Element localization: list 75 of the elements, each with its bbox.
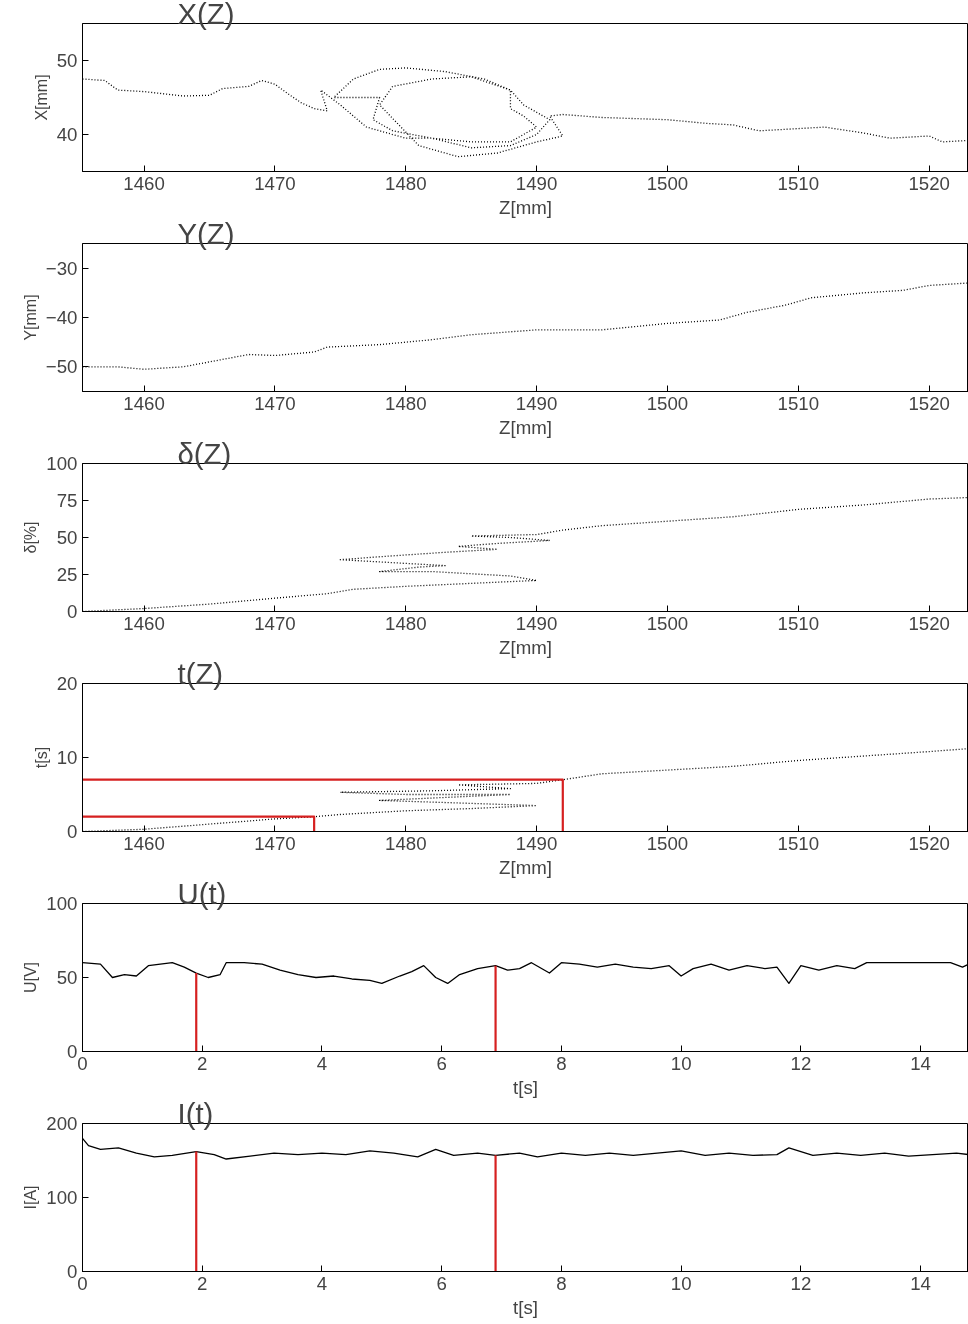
x-tick-label: 1490 [515, 832, 558, 854]
y-tick-label: −50 [45, 356, 78, 378]
x-axis-title: t[s] [513, 1296, 538, 1318]
x-tick-label: 10 [670, 1272, 692, 1294]
y-axis-title: U[V] [22, 961, 40, 994]
x-tick-label: 1500 [646, 172, 689, 194]
y-tick-label: −30 [45, 257, 78, 279]
x-tick-label: 1490 [515, 392, 558, 414]
x-tick-label: 4 [316, 1272, 328, 1294]
y-tick-label: 50 [56, 50, 78, 71]
y-tick-label: 20 [56, 673, 78, 694]
x-tick-label: 1460 [123, 612, 165, 634]
chart-title: U(t) [177, 876, 227, 910]
x-tick-label: 8 [556, 1272, 567, 1294]
x-tick-label: 2 [197, 1272, 208, 1294]
x-tick-label: 14 [910, 1052, 931, 1074]
x-tick-label: 1500 [646, 392, 689, 414]
x-axis-title: t[s] [513, 1076, 538, 1098]
y-axis-title: I[A] [22, 1185, 40, 1210]
x-tick-label: 1520 [908, 612, 950, 634]
chart-title: I(t) [177, 1096, 214, 1130]
x-tick-label: 12 [790, 1272, 812, 1294]
x-tick-label: 1470 [254, 832, 296, 854]
y-tick-label: 75 [56, 490, 78, 511]
x-tick-label: 1510 [777, 172, 820, 194]
x-tick-label: 1470 [254, 172, 296, 194]
y-tick-label: 40 [56, 124, 78, 145]
x-tick-label: 1510 [777, 832, 820, 854]
x-tick-label: 1470 [254, 612, 296, 634]
chart-title: δ(Z) [177, 436, 232, 470]
chart-title: Y(Z) [177, 216, 235, 250]
x-tick-label: 1510 [777, 612, 820, 634]
y-tick-label: −40 [45, 307, 78, 328]
y-tick-label: 10 [56, 747, 78, 768]
chart-title: t(Z) [177, 656, 224, 690]
x-tick-label: 8 [556, 1052, 567, 1074]
x-tick-label: 1510 [777, 392, 820, 414]
x-tick-label: 1460 [123, 392, 165, 414]
x-tick-label: 1480 [385, 392, 427, 414]
y-tick-label: 100 [46, 893, 78, 914]
y-tick-label: 100 [46, 453, 78, 474]
x-tick-label: 1520 [908, 832, 950, 854]
x-tick-label: 1480 [385, 172, 427, 194]
x-tick-label: 6 [436, 1052, 447, 1074]
y-tick-label: 200 [46, 1113, 78, 1134]
y-tick-label: 50 [56, 967, 78, 988]
y-axis-title: t[s] [32, 746, 50, 769]
x-tick-label: 6 [436, 1272, 447, 1294]
y-axis-title: δ[%] [22, 521, 40, 554]
chart-title: X(Z) [177, 0, 235, 30]
x-tick-label: 1520 [908, 172, 950, 194]
x-tick-label: 1500 [646, 612, 689, 634]
x-tick-label: 1490 [515, 172, 558, 194]
x-tick-label: 1520 [908, 392, 950, 414]
x-tick-label: 1500 [646, 832, 689, 854]
x-tick-label: 1480 [385, 612, 427, 634]
y-axis-title: X[mm] [32, 74, 50, 121]
x-axis-title: Z[mm] [499, 196, 552, 218]
x-tick-label: 4 [316, 1052, 328, 1074]
x-tick-label: 2 [197, 1052, 208, 1074]
y-tick-label: 25 [56, 564, 78, 585]
y-tick-label: 50 [56, 527, 78, 548]
y-axis-title: Y[mm] [21, 294, 39, 341]
x-axis-title: Z[mm] [499, 416, 552, 438]
x-tick-label: 1480 [385, 832, 427, 854]
x-tick-label: 1490 [515, 612, 558, 634]
x-axis-title: Z[mm] [499, 856, 552, 878]
x-tick-label: 12 [790, 1052, 812, 1074]
x-tick-label: 14 [910, 1272, 931, 1294]
x-tick-label: 1470 [254, 392, 296, 414]
x-axis-title: Z[mm] [499, 636, 552, 658]
x-tick-label: 1460 [123, 172, 165, 194]
y-tick-label: 100 [46, 1187, 78, 1208]
x-tick-label: 1460 [123, 832, 165, 854]
x-tick-label: 10 [670, 1052, 692, 1074]
